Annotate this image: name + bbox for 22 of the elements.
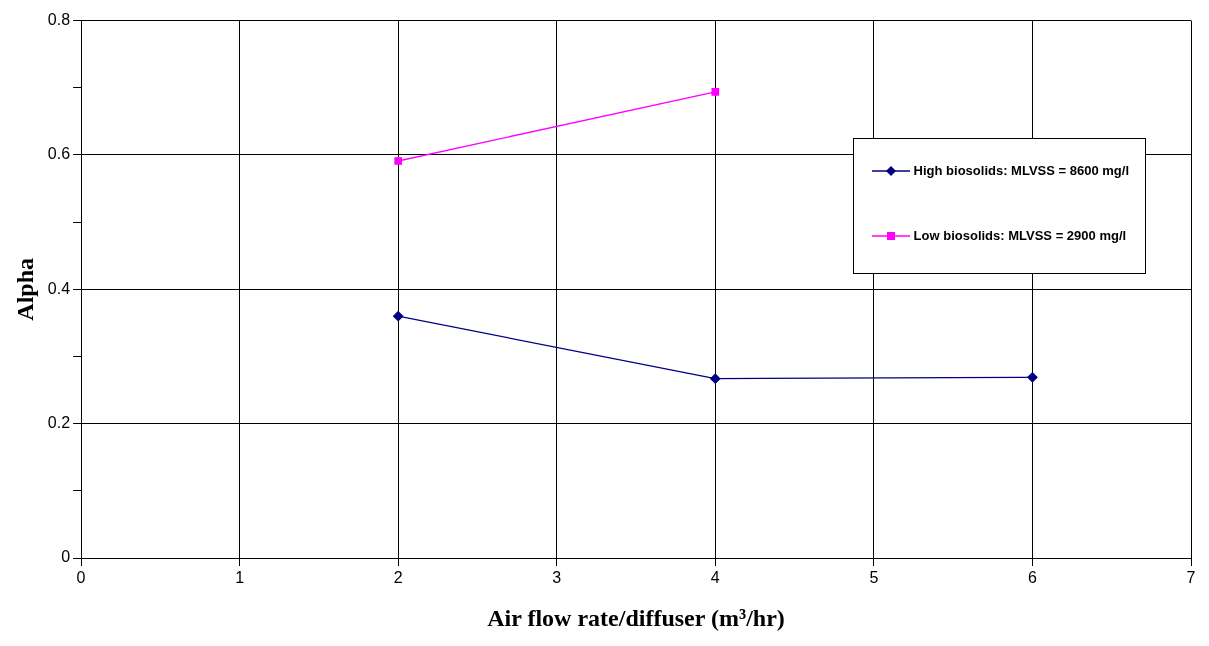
- point: [711, 87, 720, 96]
- x-tick-label: 4: [710, 569, 720, 587]
- point: [710, 373, 721, 384]
- y-tick-label: 0.8: [47, 11, 71, 29]
- y-tick-label: 0.4: [47, 279, 71, 297]
- legend-label: High biosolids: MLVSS = 8600 mg/l: [913, 163, 1129, 178]
- y-tick-label: 0: [61, 548, 71, 566]
- x-tick-label: 0: [76, 569, 86, 587]
- x-tick-label: 1: [235, 569, 245, 587]
- x-tick-label: 3: [552, 569, 562, 587]
- y-axis-title: Alpha: [11, 257, 38, 321]
- point: [1027, 372, 1038, 383]
- y-tick-label: 0.6: [47, 145, 71, 163]
- legend-label: Low biosolids: MLVSS = 2900 mg/l: [913, 228, 1127, 243]
- point: [394, 157, 403, 165]
- x-tick-label: 2: [393, 569, 403, 587]
- x-tick-label: 7: [1186, 569, 1196, 587]
- x-tick-label: 6: [1027, 569, 1037, 587]
- point: [393, 311, 404, 322]
- x-axis-title: Air flow rate/diffuser (m³/hr): [487, 604, 785, 631]
- x-tick-label: 5: [869, 569, 879, 587]
- y-tick-label: 0.2: [47, 414, 71, 432]
